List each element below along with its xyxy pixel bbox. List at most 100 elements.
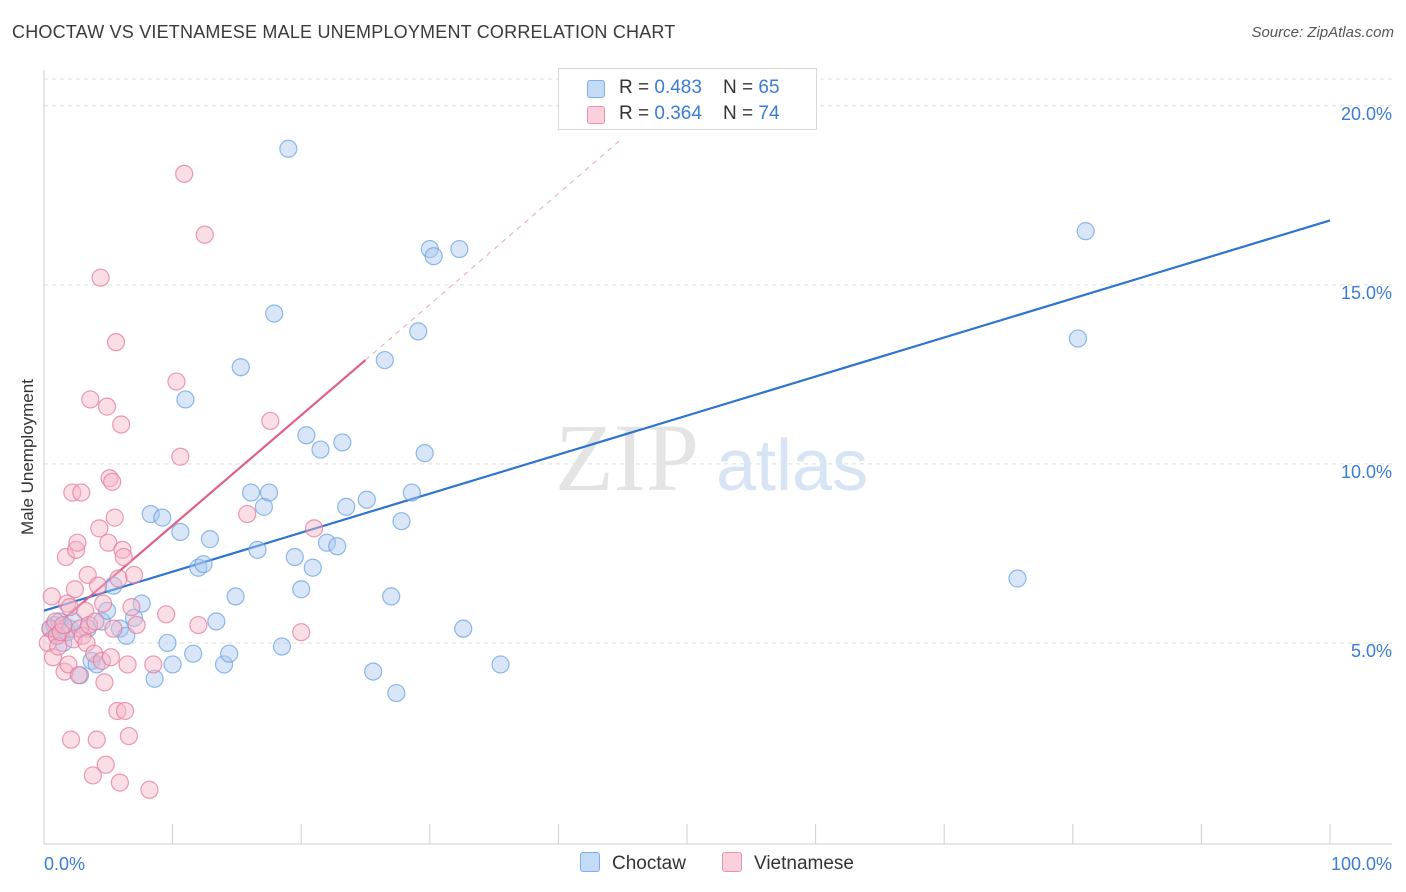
bottom-legend-label-vietnamese: Vietnamese bbox=[754, 853, 854, 874]
choctaw-point bbox=[1008, 569, 1027, 588]
vietnamese-point bbox=[175, 164, 194, 183]
vietnamese-point bbox=[104, 619, 123, 638]
trend-lines bbox=[43, 137, 1331, 637]
vietnamese-point bbox=[108, 701, 127, 721]
vietnamese-point bbox=[122, 598, 141, 617]
legend-swatch-vietnamese bbox=[587, 106, 605, 124]
vietnamese-point bbox=[90, 519, 109, 538]
vietnamese-point bbox=[292, 623, 311, 642]
choctaw-point bbox=[297, 426, 316, 445]
choctaw-point bbox=[231, 358, 250, 377]
choctaw-point bbox=[220, 644, 239, 663]
bottom-legend-swatch-choctaw bbox=[580, 852, 600, 872]
choctaw-point bbox=[387, 683, 406, 703]
vietnamese-point bbox=[105, 508, 124, 527]
choctaw-point bbox=[292, 580, 311, 599]
choctaw-point bbox=[145, 669, 164, 688]
choctaw-point bbox=[409, 322, 428, 341]
choctaw-point bbox=[184, 644, 203, 663]
legend-n-label: N = bbox=[723, 77, 759, 98]
bottom-legend-choctaw: Choctaw bbox=[580, 852, 686, 875]
axes bbox=[43, 70, 1392, 845]
choctaw-trend-line bbox=[43, 219, 1331, 612]
vietnamese-point bbox=[86, 612, 105, 631]
vietnamese-point bbox=[92, 651, 111, 670]
vietnamese-point bbox=[49, 637, 68, 656]
vietnamese-point bbox=[189, 615, 208, 635]
vietnamese-point bbox=[69, 666, 88, 685]
choctaw-point bbox=[163, 655, 182, 674]
choctaw-point bbox=[194, 555, 213, 574]
source-label: Source: ZipAtlas.com bbox=[1251, 24, 1394, 41]
legend-n-value: 65 bbox=[758, 77, 780, 98]
data-points bbox=[38, 139, 1095, 799]
vietnamese-point bbox=[94, 594, 113, 613]
legend-r-label: R = bbox=[619, 103, 655, 124]
vietnamese-point bbox=[113, 540, 132, 559]
choctaw-point bbox=[153, 508, 172, 527]
vietnamese-point bbox=[67, 540, 86, 559]
choctaw-point bbox=[214, 655, 234, 674]
choctaw-point bbox=[357, 490, 376, 509]
choctaw-point bbox=[333, 433, 352, 452]
choctaw-point bbox=[272, 637, 292, 656]
choctaw-point bbox=[454, 619, 473, 638]
vietnamese-point bbox=[106, 333, 126, 352]
choctaw-point bbox=[124, 608, 144, 627]
watermark: ZIP atlas bbox=[555, 404, 868, 511]
vietnamese-point bbox=[238, 504, 257, 524]
choctaw-point bbox=[87, 655, 106, 674]
choctaw-point bbox=[364, 662, 383, 681]
legend-r-label: R = bbox=[619, 77, 655, 98]
choctaw-point bbox=[265, 304, 284, 323]
choctaw-point bbox=[392, 512, 411, 531]
vietnamese-point bbox=[97, 397, 117, 416]
choctaw-point bbox=[279, 139, 298, 158]
vietnamese-point bbox=[101, 648, 120, 667]
y-tick-label: 10.0% bbox=[1341, 462, 1392, 482]
choctaw-point bbox=[158, 633, 177, 653]
vietnamese-point bbox=[65, 580, 84, 599]
choctaw-point bbox=[248, 540, 267, 559]
x-tick-label-min: 0.0% bbox=[44, 854, 85, 874]
watermark-zip: ZIP bbox=[555, 404, 699, 511]
y-tick-label: 20.0% bbox=[1341, 104, 1392, 124]
vietnamese-point bbox=[304, 519, 324, 538]
vietnamese-point bbox=[68, 533, 87, 552]
vietnamese-point bbox=[60, 598, 79, 617]
vietnamese-point bbox=[61, 730, 81, 749]
vietnamese-point bbox=[119, 726, 138, 746]
choctaw-point bbox=[132, 594, 151, 613]
choctaw-point bbox=[402, 483, 421, 502]
legend-box: R = 0.483 N = 65 R = 0.364 N = 74 bbox=[558, 68, 817, 130]
choctaw-point bbox=[311, 440, 330, 459]
vietnamese-point bbox=[144, 655, 163, 674]
choctaw-point bbox=[1068, 329, 1088, 348]
vietnamese-point bbox=[103, 472, 122, 491]
choctaw-point bbox=[176, 390, 195, 409]
vietnamese-point bbox=[72, 483, 91, 502]
vietnamese-point bbox=[38, 633, 57, 653]
vietnamese-point bbox=[115, 701, 135, 721]
vietnamese-point bbox=[99, 533, 118, 552]
bottom-legend-vietnamese: Vietnamese bbox=[722, 852, 854, 875]
choctaw-point bbox=[1076, 222, 1095, 241]
choctaw-point bbox=[141, 504, 160, 524]
vietnamese-point bbox=[54, 615, 73, 635]
vietnamese-point bbox=[124, 565, 144, 585]
vietnamese-point bbox=[42, 587, 61, 606]
legend-r-value: 0.364 bbox=[654, 103, 702, 124]
vietnamese-trend-line bbox=[43, 359, 367, 637]
vietnamese-point bbox=[81, 390, 100, 409]
vietnamese-point bbox=[140, 780, 159, 799]
choctaw-point bbox=[254, 497, 274, 516]
choctaw-point bbox=[337, 497, 356, 516]
choctaw-point bbox=[189, 558, 208, 577]
choctaw-point bbox=[491, 655, 510, 674]
vietnamese-point bbox=[88, 576, 108, 595]
vietnamese-point bbox=[56, 547, 75, 567]
vietnamese-trend-extension bbox=[365, 137, 624, 361]
choctaw-point bbox=[450, 239, 469, 259]
y-tick-label: 5.0% bbox=[1351, 641, 1392, 661]
x-tick-label-max: 100.0% bbox=[1331, 854, 1392, 874]
